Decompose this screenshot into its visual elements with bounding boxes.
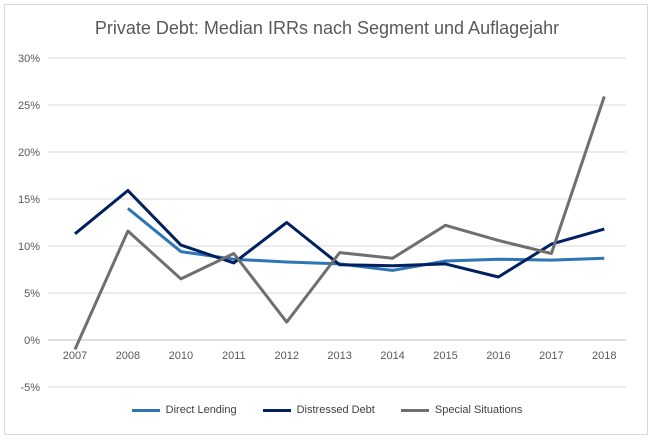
series-line-direct-lending [126, 207, 605, 272]
x-tick-label: 2018 [592, 350, 616, 362]
legend-swatch [262, 408, 291, 412]
y-tick-label: 15% [18, 194, 40, 206]
x-tick-label: 2016 [486, 350, 510, 362]
legend-label: Distressed Debt [296, 404, 375, 416]
y-tick-label: -5% [20, 382, 40, 394]
x-tick-label: 2012 [274, 350, 298, 362]
series-line-special-situations [73, 96, 606, 351]
legend-swatch [400, 408, 429, 412]
x-tick-label: 2013 [327, 350, 351, 362]
x-tick-label: 2017 [539, 350, 563, 362]
y-tick-label: 20% [18, 147, 40, 159]
x-tick-label: 2015 [433, 350, 457, 362]
y-tick-label: 25% [18, 100, 40, 112]
chart-title: Private Debt: Median IRRs nach Segment u… [94, 18, 560, 38]
legend-label: Direct Lending [165, 404, 237, 416]
y-tick-label: 5% [24, 288, 40, 300]
x-tick-label: 2014 [380, 350, 404, 362]
legend-swatch [131, 408, 160, 412]
y-tick-label: 10% [18, 241, 40, 253]
x-tick-label: 2011 [222, 350, 246, 362]
series-line-distressed-debt [74, 189, 605, 279]
legend-item: Special Situations [400, 404, 523, 416]
legend-item: Distressed Debt [262, 404, 375, 416]
legend-label: Special Situations [434, 404, 523, 416]
chart-frame [4, 4, 648, 435]
y-tick-label: 30% [18, 53, 40, 65]
chart-legend: Direct Lending Distressed Debt Special Sit… [0, 404, 654, 416]
legend-item: Direct Lending [131, 404, 237, 416]
y-tick-label: 0% [24, 335, 40, 347]
x-tick-label: 2007 [63, 350, 87, 362]
x-tick-label: 2008 [116, 350, 140, 362]
x-tick-label: 2010 [169, 350, 193, 362]
